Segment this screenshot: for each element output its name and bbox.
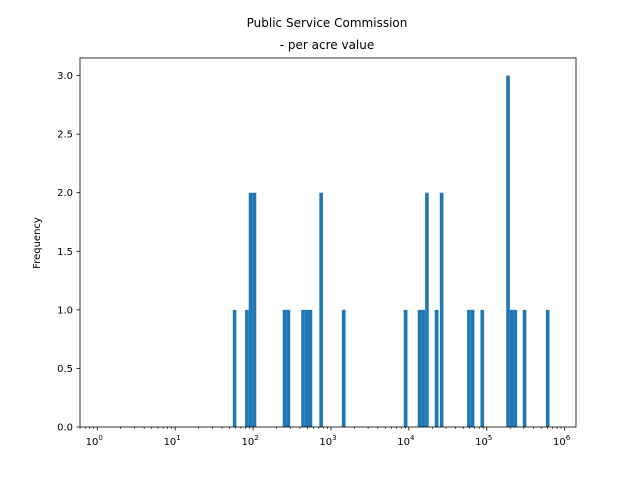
histogram-bar-24: [545, 309, 550, 427]
histogram-bar-11: [403, 309, 408, 427]
histogram-bar-18: [470, 309, 475, 427]
x-tick-label-5: 105: [475, 434, 492, 448]
histogram-bar-19: [480, 309, 485, 427]
histogram-bar-9: [319, 192, 323, 427]
x-axis-ticks: 100 101 102 103 104 105 106: [79, 427, 571, 448]
histogram-bar-6: [301, 309, 305, 427]
histogram-bar-2: [248, 192, 253, 427]
histogram-bar-15: [434, 309, 439, 427]
x-tick-label-0: 100: [86, 434, 103, 448]
histogram-bars: [232, 75, 550, 427]
y-axis-label: Frequency: [32, 217, 43, 269]
plot-frame: [79, 57, 577, 428]
histogram-bar-12: [417, 309, 422, 427]
y-tick-label-4: 2.0: [57, 188, 73, 199]
y-tick-label-2: 1.0: [57, 305, 73, 316]
histogram-bar-8: [308, 309, 313, 427]
histogram-bar-5: [286, 309, 291, 427]
histogram-bar-20: [506, 75, 510, 427]
y-tick-label-1: 0.5: [57, 364, 73, 375]
histogram-bar-21: [509, 309, 514, 427]
histogram-bar-3: [252, 192, 257, 427]
histogram-bar-13: [421, 309, 426, 427]
histogram-bar-0: [232, 309, 237, 427]
chart-title-line-2: - per acre value: [280, 38, 375, 52]
chart-title-line-1: Public Service Commission: [247, 16, 408, 30]
histogram-bar-17: [467, 309, 471, 427]
x-tick-label-3: 103: [319, 434, 336, 448]
histogram-bar-16: [439, 192, 444, 427]
y-tick-label-6: 3.0: [57, 71, 73, 82]
x-tick-label-2: 102: [241, 434, 258, 448]
histogram-bar-4: [282, 309, 287, 427]
y-tick-label-3: 1.5: [57, 247, 73, 258]
y-tick-label-0: 0.0: [57, 423, 73, 434]
histogram-bar-23: [522, 309, 527, 427]
histogram-bar-1: [245, 309, 249, 427]
x-tick-label-6: 106: [553, 434, 571, 448]
histogram-bar-7: [304, 309, 309, 427]
histogram-bar-10: [341, 309, 346, 427]
x-tick-label-1: 101: [164, 434, 181, 448]
histogram-bar-14: [425, 192, 429, 427]
y-axis-ticks: 0.0 0.5 1.0 1.5 2.0 2.5 3.0: [57, 71, 80, 434]
x-tick-label-4: 104: [397, 434, 415, 448]
histogram-bar-22: [513, 309, 518, 427]
y-tick-label-5: 2.5: [57, 130, 73, 141]
